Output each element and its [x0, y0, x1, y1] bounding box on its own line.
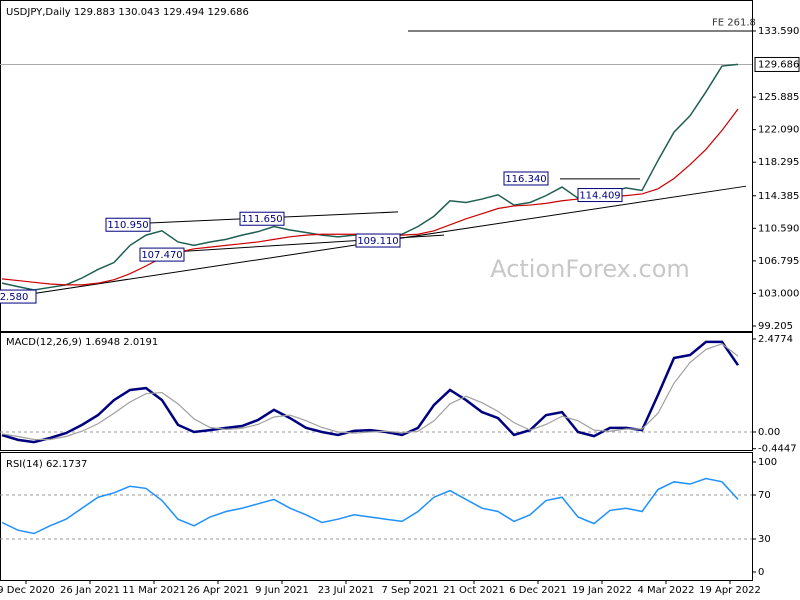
- price-pane: [0, 0, 753, 332]
- x-tick-label: 9 Jun 2021: [255, 585, 309, 596]
- annotation-box: [0, 289, 37, 304]
- x-tick-label: 7 Sep 2021: [381, 585, 438, 596]
- annotation: 109.110: [357, 236, 398, 247]
- x-tick-label: 11 Mar 2021: [122, 585, 185, 596]
- y-tick-label: 106.795: [758, 256, 799, 267]
- series-line: [1, 340, 740, 444]
- y-tick-label: 100: [758, 457, 777, 468]
- macd-pane: [0, 332, 753, 451]
- y-tick-label: 125.885: [758, 92, 799, 103]
- y-tick-label: 118.295: [758, 157, 799, 168]
- x-tick-label: 6 Dec 2021: [509, 585, 567, 596]
- annotation: 110.950: [107, 220, 148, 231]
- y-tick-label: 110.590: [758, 223, 799, 234]
- x-tick-label: 19 Jan 2022: [572, 585, 632, 596]
- x-tick-label: 26 Jan 2021: [60, 585, 120, 596]
- pane-title: MACD(12,26,9) 1.6948 2.0191: [6, 337, 158, 348]
- annotation: 2.580: [0, 292, 28, 303]
- pane-title: USDJPY,Daily 129.883 130.043 129.494 129…: [6, 7, 249, 18]
- x-tick-label: 23 Jul 2021: [318, 585, 375, 596]
- x-tick-label: 4 Mar 2022: [637, 585, 694, 596]
- last-price-box: [754, 56, 800, 72]
- annotation-box: [139, 247, 185, 262]
- last-price-label: 129.686: [758, 59, 799, 70]
- annotation: FE 261.8: [712, 17, 756, 28]
- y-tick-label: 2.4774: [758, 334, 793, 345]
- x-tick-label: 21 Oct 2021: [443, 585, 505, 596]
- annotation: 107.470: [141, 250, 182, 261]
- y-tick-label: 114.385: [758, 191, 799, 202]
- annotation-box: [503, 171, 549, 186]
- annotation-box: [577, 188, 623, 203]
- rsi-pane: [0, 452, 753, 581]
- annotation: 111.650: [241, 214, 282, 225]
- y-tick-label: 0.00: [758, 427, 780, 438]
- y-tick-label: 30: [758, 534, 771, 545]
- y-tick-label: 99.205: [758, 321, 793, 332]
- annotation-box: [239, 211, 285, 226]
- y-tick-label: 133.590: [758, 26, 799, 37]
- y-tick-label: 103.000: [758, 288, 799, 299]
- annotation: 116.340: [505, 174, 546, 185]
- pane-title: RSI(14) 62.1737: [6, 459, 87, 470]
- y-tick-label: 0: [758, 567, 764, 578]
- annotation-box: [105, 217, 151, 232]
- x-tick-label: 26 Apr 2021: [187, 585, 249, 596]
- watermark: ActionForex.com: [490, 255, 690, 283]
- y-tick-label: 122.090: [758, 125, 799, 136]
- y-tick-label: 70: [758, 490, 771, 501]
- y-tick-label: -0.4447: [758, 444, 797, 455]
- series-line: [1, 477, 739, 535]
- annotation-box: [355, 233, 401, 248]
- series-line: [1, 343, 739, 441]
- x-tick-label: 9 Dec 2020: [0, 585, 55, 596]
- x-tick-label: 19 Apr 2022: [699, 585, 761, 596]
- annotation: 114.409: [579, 191, 620, 202]
